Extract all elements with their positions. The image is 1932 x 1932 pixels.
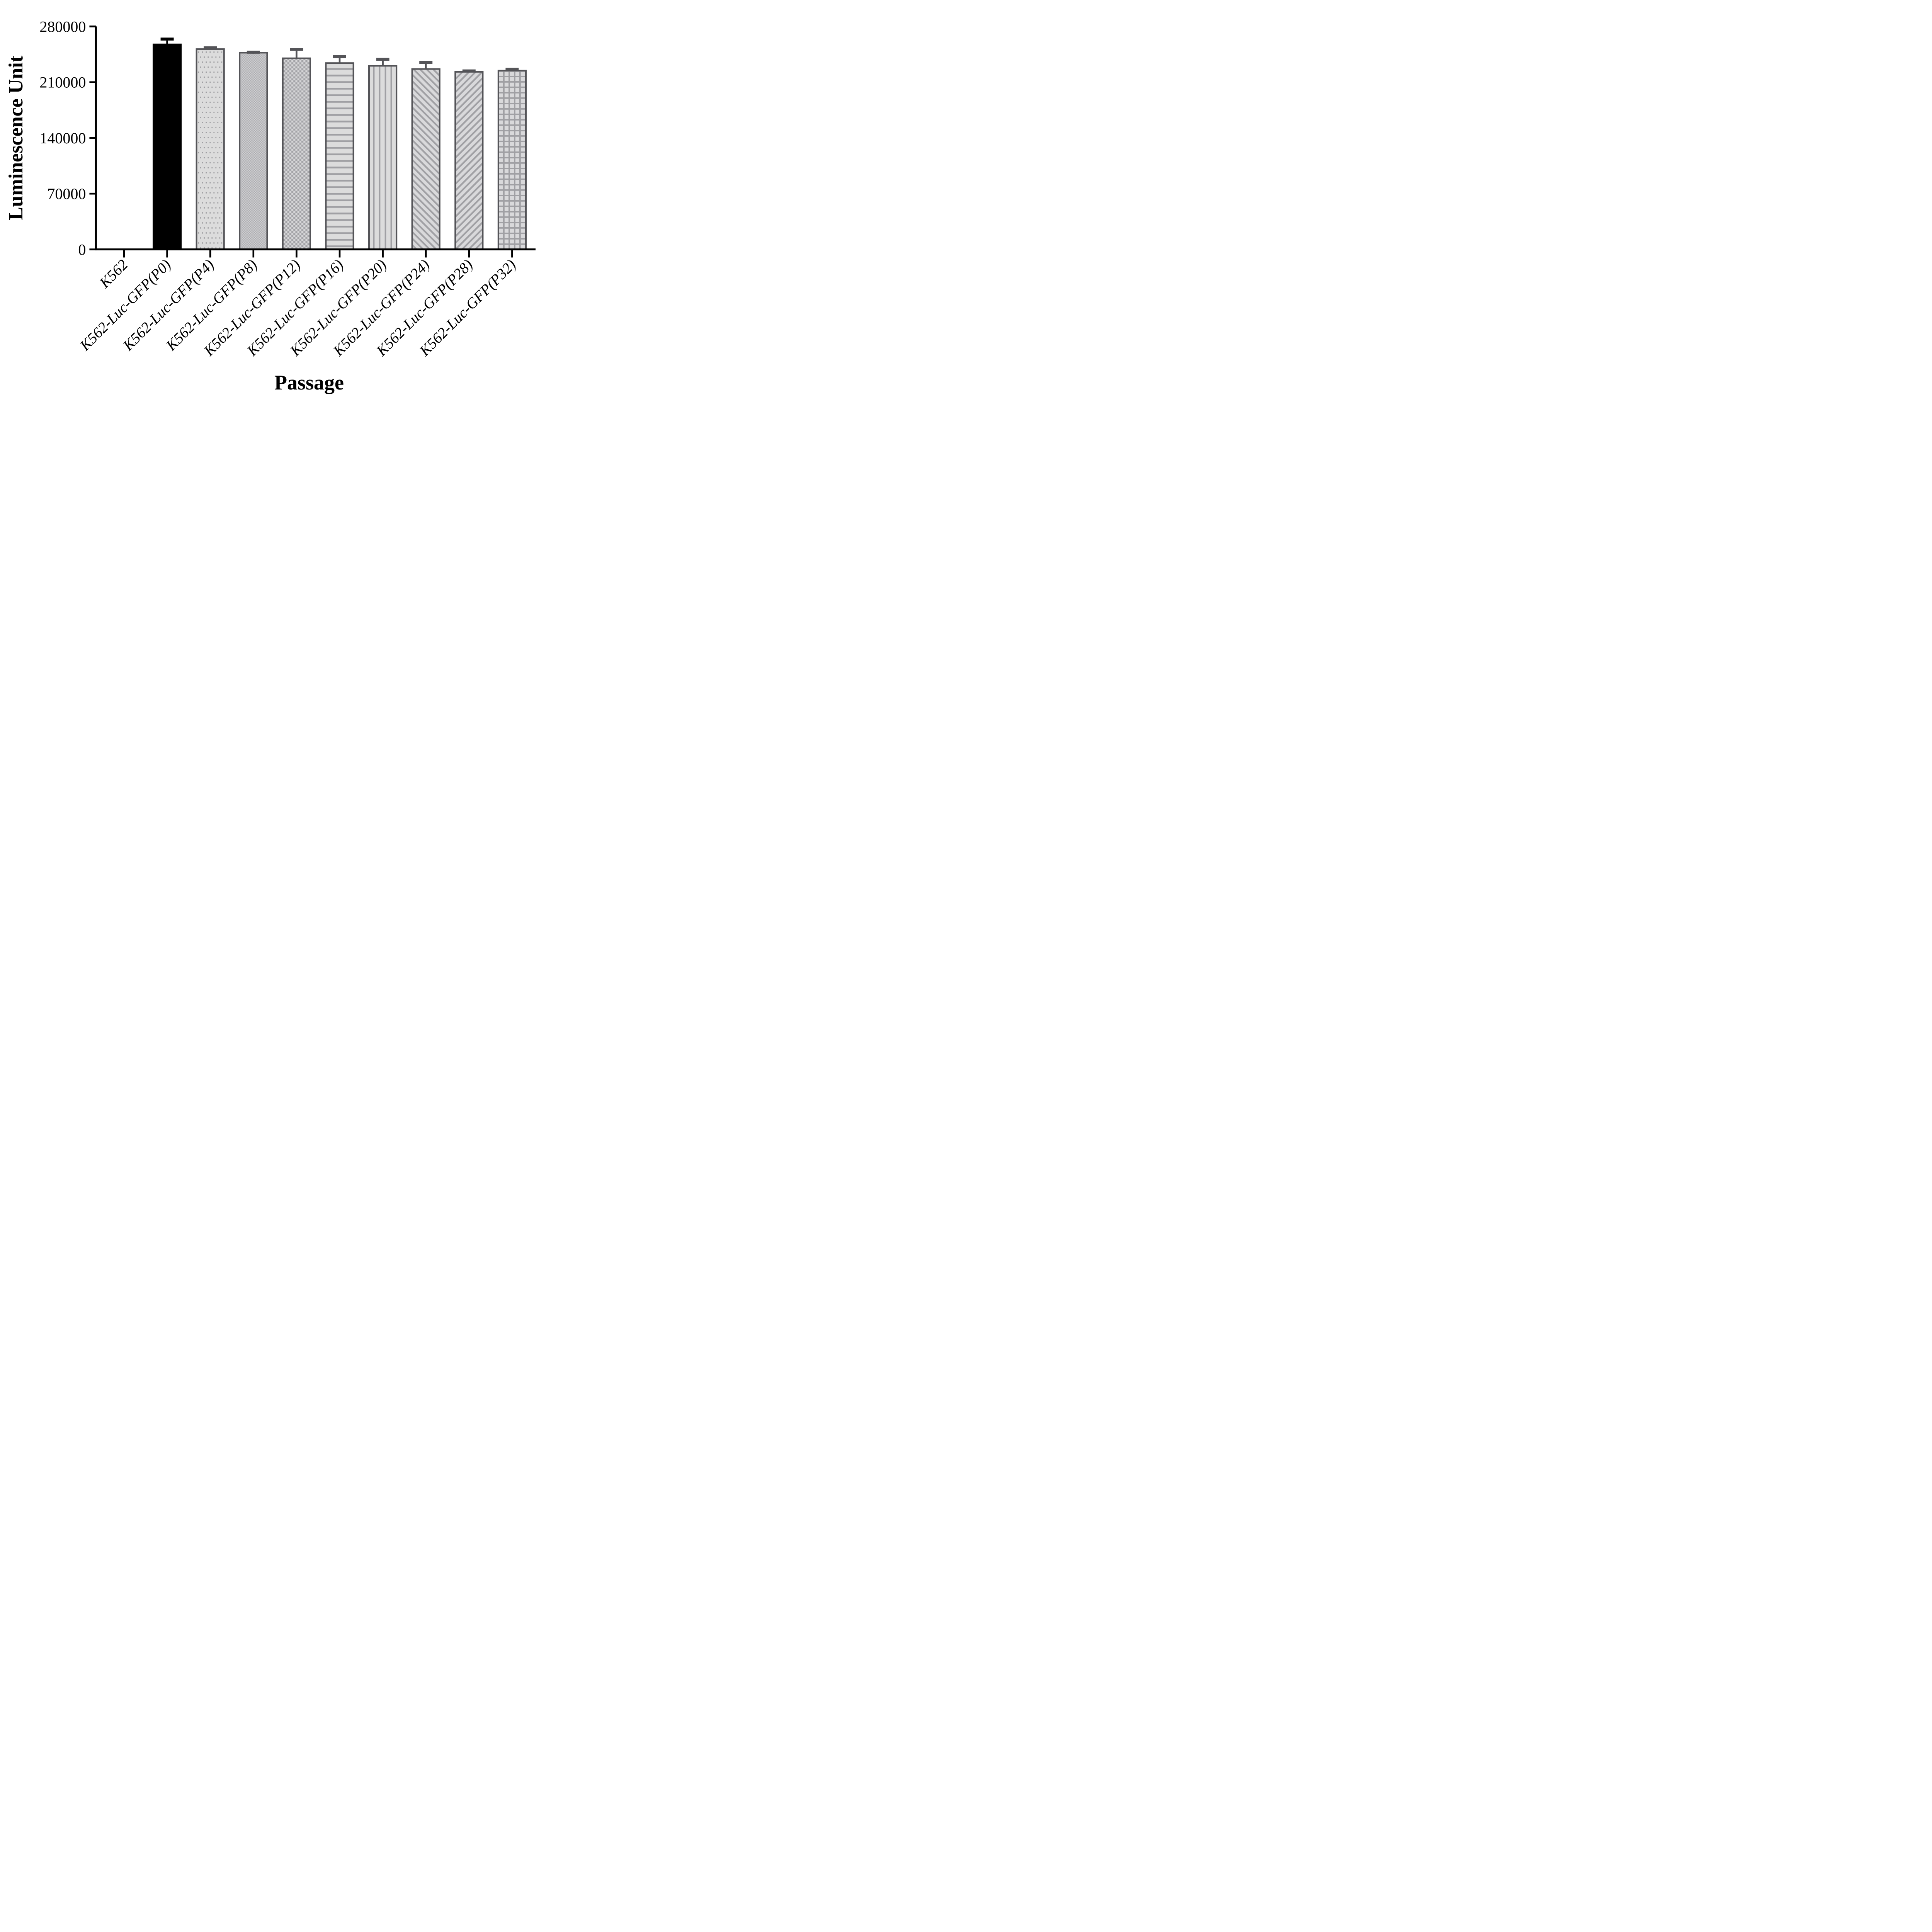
error-bars-group (160, 37, 519, 73)
chart-canvas: 070000140000210000280000K562K562-Luc-GFP… (5, 18, 536, 394)
bar-K562-Luc-GFP(P12) (282, 57, 311, 250)
y-tick-label: 210000 (39, 74, 86, 91)
bars-group (153, 43, 527, 250)
error-bar-cap (290, 48, 303, 51)
error-bar-cap (419, 61, 433, 64)
bar-chart-figure: 0 70000 140000 210000 280000 K562 K562-Luc-GFP… (0, 0, 566, 400)
error-bar-cap (376, 58, 389, 61)
bar-K562-Luc-GFP(P32) (497, 70, 527, 250)
error-bar-cap (247, 51, 260, 54)
bar-K562-Luc-GFP(P16) (325, 62, 354, 250)
error-bar-cap (160, 37, 174, 41)
tick-labels-group: 070000140000210000280000K562K562-Luc-GFP… (39, 18, 519, 359)
x-tick-label: K562 (96, 256, 131, 291)
error-bar-cap (505, 68, 519, 71)
error-bar-cap (204, 46, 217, 49)
error-bar-cap (462, 69, 476, 73)
y-axis-title: Luminescence Unit (5, 55, 27, 220)
y-tick-label: 140000 (39, 129, 86, 147)
error-bar-cap (333, 55, 346, 58)
axes-group (89, 26, 536, 258)
bar-K562-Luc-GFP(P24) (411, 68, 440, 250)
bar-K562-Luc-GFP(P0) (153, 43, 182, 250)
y-tick-label: 0 (78, 241, 86, 258)
bar-K562-Luc-GFP(P28) (454, 71, 484, 250)
bar-K562-Luc-GFP(P8) (239, 52, 268, 250)
x-axis-title: Passage (274, 371, 344, 394)
bar-K562-Luc-GFP(P4) (196, 48, 225, 250)
bar-K562-Luc-GFP(P20) (368, 65, 398, 250)
y-tick-label: 70000 (47, 185, 86, 202)
y-tick-label: 280000 (39, 18, 86, 35)
